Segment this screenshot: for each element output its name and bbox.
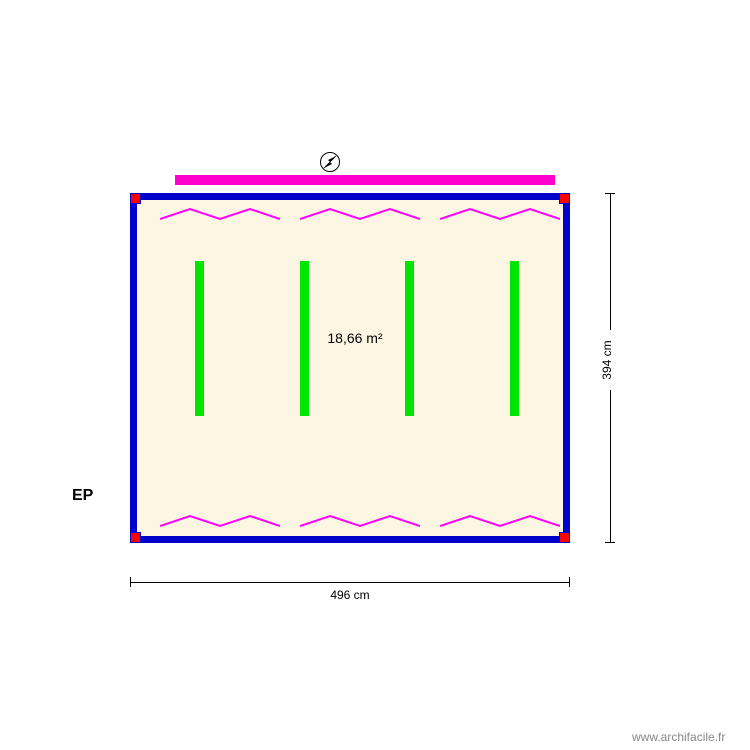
green-bar-2 xyxy=(300,261,309,416)
corner-br xyxy=(559,532,570,543)
ep-label: EP xyxy=(72,487,93,505)
dim-bottom-line xyxy=(130,582,570,583)
dim-right-tick-t xyxy=(605,193,615,194)
chevron-top-2 xyxy=(300,207,420,226)
chevron-bot-1 xyxy=(160,514,280,533)
room-area-label: 18,66 m² xyxy=(310,330,400,346)
green-bar-1 xyxy=(195,261,204,416)
dim-bottom-label: 496 cm xyxy=(320,588,380,602)
chevron-top-1 xyxy=(160,207,280,226)
green-bar-3 xyxy=(405,261,414,416)
corner-bl xyxy=(130,532,141,543)
dim-right-label: 394 cm xyxy=(600,330,614,390)
corner-tr xyxy=(559,193,570,204)
green-bar-4 xyxy=(510,261,519,416)
corner-tl xyxy=(130,193,141,204)
dim-bottom-tick-r xyxy=(569,577,570,587)
dim-right-tick-b xyxy=(605,542,615,543)
chevron-bot-2 xyxy=(300,514,420,533)
chevron-top-3 xyxy=(440,207,560,226)
watermark: www.archifacile.fr xyxy=(632,730,725,744)
floor-plan-canvas: 18,66 m² 496 cm 394 cm EP www.archifacil… xyxy=(0,0,750,750)
compass-icon xyxy=(320,152,340,172)
pink-top-bar xyxy=(175,175,555,185)
chevron-bot-3 xyxy=(440,514,560,533)
dim-bottom-tick-l xyxy=(130,577,131,587)
